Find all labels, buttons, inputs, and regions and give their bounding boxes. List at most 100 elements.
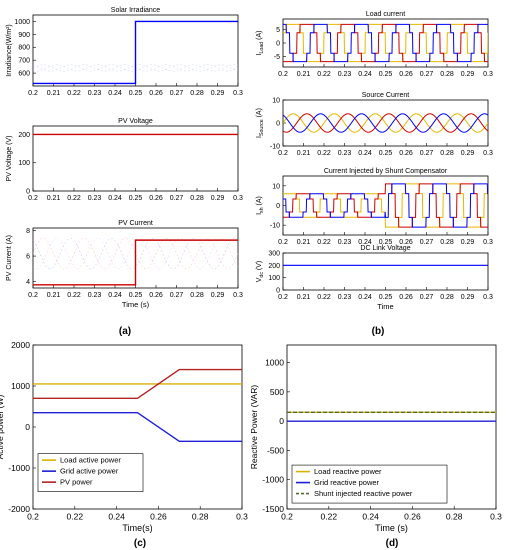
chart-title: DC Link Voltage: [360, 245, 410, 252]
x-tick-label: 0.29: [461, 294, 475, 301]
y-tick-label: 0: [279, 416, 284, 426]
y-tick-label: 0: [276, 120, 280, 127]
series-line-3: [33, 368, 242, 399]
legend-entry: Grid active power: [60, 467, 119, 476]
y-tick-label: 8: [26, 228, 30, 235]
x-tick-label: 0.27: [420, 239, 434, 246]
x-tick-label: 0.26: [149, 90, 163, 97]
y-tick-label: 0: [276, 40, 280, 47]
x-tick-label: 0.21: [297, 150, 311, 157]
source-phase-3: [283, 113, 488, 133]
y-tick-label: 100: [18, 160, 30, 167]
x-tick-label: 0.29: [211, 90, 225, 97]
y-tick-label: 800: [18, 45, 30, 52]
y-tick-label: 1000: [11, 381, 30, 391]
x-axis-label: Time(s): [122, 523, 152, 533]
x-tick-label: 0.21: [47, 90, 61, 97]
y-tick-label: -1000: [262, 475, 284, 485]
x-tick-label: 0.21: [297, 71, 311, 78]
x-tick-label: 0.28: [190, 195, 204, 202]
x-tick-label: 0.23: [88, 292, 102, 299]
plot-area: [283, 113, 488, 133]
plot-area: [33, 368, 242, 443]
source-phase-1: [283, 113, 488, 133]
x-tick-label: 0.22: [67, 195, 81, 202]
x-tick-label: 0.23: [88, 195, 102, 202]
x-tick-label: 0.2: [278, 71, 288, 78]
x-tick-label: 0.3: [483, 239, 493, 246]
x-tick-label: 0.26: [404, 512, 421, 522]
y-tick-label: 600: [18, 71, 30, 78]
x-tick-label: 0.26: [149, 195, 163, 202]
plots-layer: 0.2 0.21 0.22 0.23 0.24 0.25 0.26 0.27 0.28 0.29 0…: [0, 7, 502, 533]
x-tick-label: 0.22: [317, 239, 331, 246]
label-c: (c): [134, 538, 146, 549]
y-axis-label: Irradiance(W/m²): [6, 24, 13, 77]
x-tick-label: 0.28: [440, 150, 454, 157]
y-tick-label: 1000: [265, 358, 284, 368]
x-axis-label: Time (s): [122, 300, 150, 309]
y-tick-label: 6: [26, 254, 30, 261]
label-b: (b): [372, 326, 385, 337]
chart-title: Source Current: [362, 92, 410, 99]
y-tick-label: 1000: [14, 19, 30, 26]
y-tick-label: 4: [26, 279, 30, 286]
load-phase-3: [283, 23, 488, 63]
chart-load: 0.2 0.21 0.22 0.23 0.24 0.25 0.26 0.27 0.28 0.29 0…: [256, 11, 493, 78]
irradiance-line: [33, 20, 238, 85]
x-tick-label: 0.23: [338, 150, 352, 157]
x-tick-label: 0.2: [281, 512, 293, 522]
y-axis-label: Vdc (V): [256, 261, 265, 283]
pv-current-line: [33, 239, 238, 286]
x-tick-label: 0.29: [211, 195, 225, 202]
y-tick-label: 0: [26, 188, 30, 195]
chart-solar: 0.2 0.21 0.22 0.23 0.24 0.25 0.26 0.27 0.28 0.29 0…: [6, 7, 243, 97]
shunt-phase-3: [283, 183, 488, 228]
chart-shunt: 0.2 0.21 0.22 0.23 0.24 0.25 0.26 0.27 0.28 0.29 0…: [256, 168, 493, 246]
x-tick-label: 0.3: [233, 292, 243, 299]
x-tick-label: 0.25: [379, 150, 393, 157]
shunt-phase-2: [283, 183, 488, 228]
x-tick-label: 0.27: [420, 294, 434, 301]
x-tick-label: 0.26: [149, 292, 163, 299]
x-tick-label: 0.26: [399, 150, 413, 157]
x-tick-label: 0.22: [321, 512, 338, 522]
y-tick-label: 2000: [11, 340, 30, 350]
y-tick-label: 200: [18, 132, 30, 139]
y-tick-label: 900: [18, 32, 30, 39]
source-phase-2: [283, 113, 488, 133]
x-tick-label: 0.26: [399, 239, 413, 246]
x-tick-label: 0.27: [420, 71, 434, 78]
x-tick-label: 0.26: [399, 71, 413, 78]
x-tick-label: 0.24: [358, 71, 372, 78]
y-tick-label: 0: [25, 422, 30, 432]
x-tick-label: 0.22: [317, 294, 331, 301]
x-tick-label: 0.3: [233, 90, 243, 97]
x-tick-label: 0.3: [483, 150, 493, 157]
x-tick-label: 0.25: [379, 294, 393, 301]
plot-frame: [32, 125, 239, 192]
chart-title: PV Voltage: [118, 118, 153, 125]
x-tick-label: 0.2: [278, 294, 288, 301]
chart-title: Load current: [366, 11, 405, 18]
x-tick-label: 0.28: [440, 294, 454, 301]
x-tick-label: 0.21: [297, 294, 311, 301]
y-tick-label: -10: [270, 143, 280, 150]
plot-area: [283, 23, 488, 63]
y-axis-label: PV Current (A): [6, 235, 13, 281]
y-tick-label: 10: [272, 97, 280, 104]
label-d: (d): [386, 538, 399, 549]
x-tick-label: 0.2: [28, 292, 38, 299]
x-tick-label: 0.22: [67, 292, 81, 299]
chart-title: PV Current: [118, 220, 153, 227]
x-tick-label: 0.22: [317, 150, 331, 157]
plot-area: [283, 183, 488, 228]
plot-area: [287, 411, 496, 422]
chart-reactive: 0.2 0.22 0.24 0.26 0.28 0.3 -1500 -1000 -500 0 500…: [249, 344, 502, 533]
legend-box: [291, 464, 448, 504]
x-tick-label: 0.28: [192, 512, 209, 522]
x-tick-label: 0.28: [190, 90, 204, 97]
x-tick-label: 0.23: [88, 90, 102, 97]
x-tick-label: 0.29: [461, 150, 475, 157]
y-tick-label: -500: [267, 445, 284, 455]
